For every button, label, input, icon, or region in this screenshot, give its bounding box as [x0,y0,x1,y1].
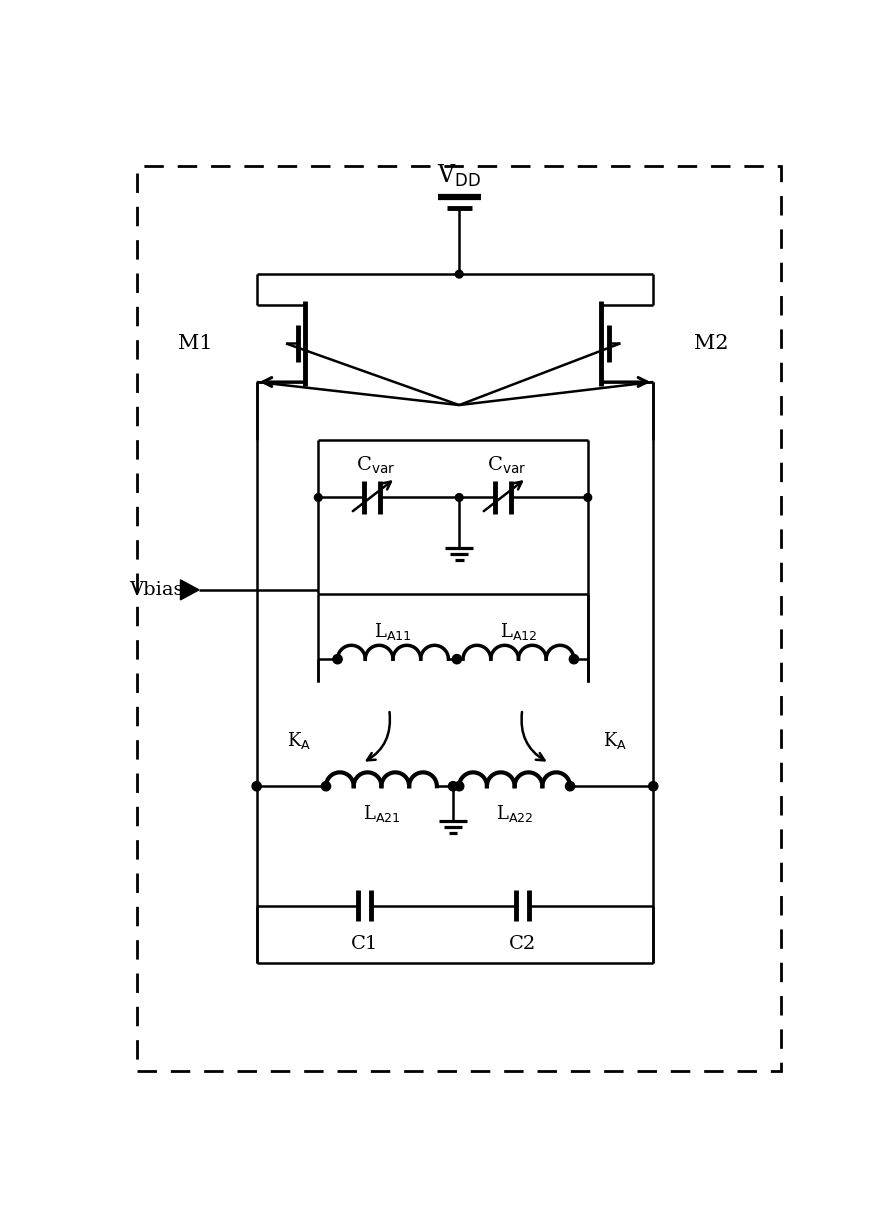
Text: M1: M1 [177,333,212,353]
Text: C2: C2 [509,935,536,953]
Circle shape [252,782,262,791]
Circle shape [322,782,331,791]
Text: L$_{\mathsf{A22}}$: L$_{\mathsf{A22}}$ [495,803,533,824]
Circle shape [452,655,461,663]
Text: L$_{\mathsf{A21}}$: L$_{\mathsf{A21}}$ [363,803,401,824]
Circle shape [454,782,464,791]
Circle shape [584,494,591,501]
Circle shape [455,270,463,278]
Circle shape [448,782,458,791]
Circle shape [314,494,323,501]
Polygon shape [180,580,199,600]
Text: K$_{\mathsf{A}}$: K$_{\mathsf{A}}$ [287,729,311,750]
Circle shape [569,655,579,663]
Text: L$_{\mathsf{A12}}$: L$_{\mathsf{A12}}$ [500,620,538,642]
Text: Vbias: Vbias [129,581,184,598]
Text: M2: M2 [694,333,728,353]
Text: K$_{\mathsf{A}}$: K$_{\mathsf{A}}$ [603,729,627,750]
Circle shape [333,655,342,663]
Text: C1: C1 [351,935,378,953]
Circle shape [455,494,463,501]
Text: C$_{\mathsf{var}}$: C$_{\mathsf{var}}$ [357,455,396,476]
Circle shape [565,782,574,791]
Circle shape [649,782,658,791]
Text: V$_{\mathsf{DD}}$: V$_{\mathsf{DD}}$ [437,163,481,190]
Text: L$_{\mathsf{A11}}$: L$_{\mathsf{A11}}$ [375,620,412,642]
Text: C$_{\mathsf{var}}$: C$_{\mathsf{var}}$ [487,455,527,476]
